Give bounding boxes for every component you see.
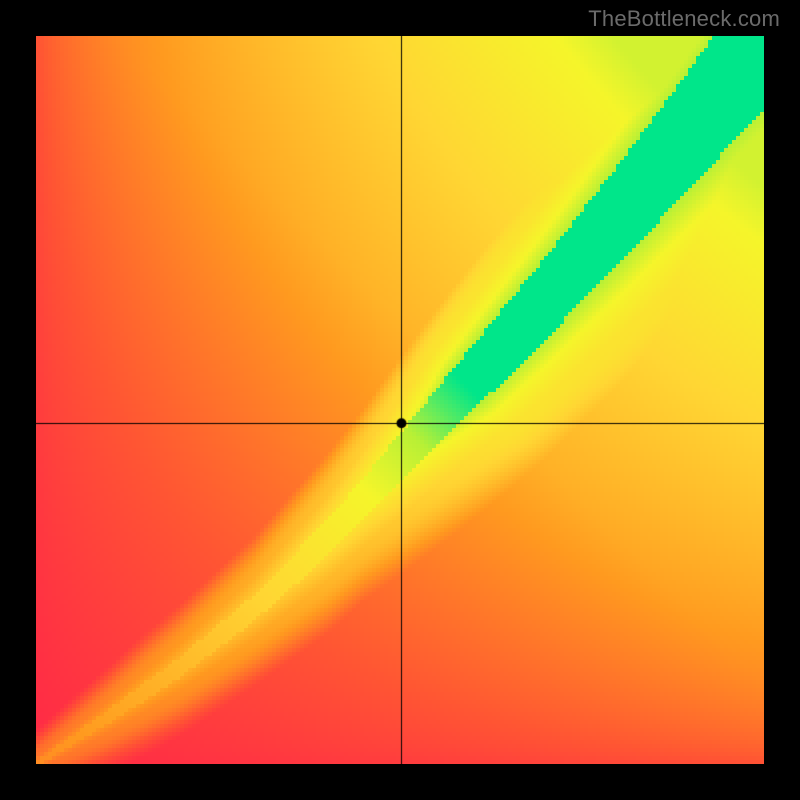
chart-container: TheBottleneck.com [0, 0, 800, 800]
plot-area [36, 36, 764, 764]
watermark-text: TheBottleneck.com [588, 6, 780, 32]
crosshair-overlay [36, 36, 764, 764]
